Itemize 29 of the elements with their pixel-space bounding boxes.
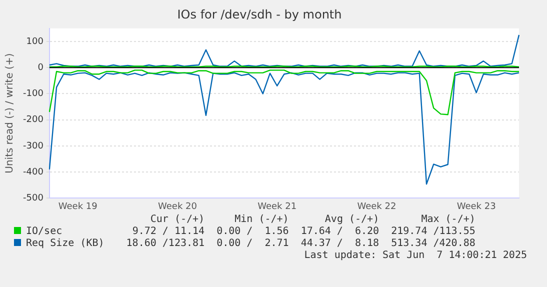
text: 17.64 / 6.20 — [300, 226, 380, 238]
text: Last update: Sat Jun 7 14:00:21 2025 — [303, 250, 528, 262]
text: 219.74 /113.55 — [390, 226, 476, 238]
text: 9.72 / 11.14 — [131, 226, 206, 238]
y-tick-label: -400 — [22, 167, 44, 178]
text: Min (-/+) — [234, 214, 290, 226]
legend-label: IO/sec — [26, 226, 62, 237]
x-tick-label: Week 23 — [456, 202, 496, 212]
text: 0.00 / 1.56 — [216, 226, 290, 238]
y-axis-title: Units read (-) / write (+) — [4, 53, 16, 174]
text: 513.34 /420.88 — [390, 238, 476, 250]
y-tick-label: -100 — [22, 89, 44, 100]
legend-label: Req Size (KB) — [26, 238, 104, 249]
x-tick-label: Week 21 — [258, 202, 297, 212]
y-tick-label: 100 — [26, 36, 44, 47]
text: 44.37 / 8.18 — [300, 238, 380, 250]
y-tick-label: -500 — [22, 194, 44, 204]
x-tick-label: Week 20 — [158, 202, 198, 212]
y-tick-label: 0 — [38, 62, 44, 73]
text: 18.60 /123.81 — [125, 238, 206, 250]
x-tick-label: Week 19 — [58, 202, 98, 212]
text: Max (-/+) — [420, 214, 476, 226]
text: 0.00 / 2.71 — [216, 238, 290, 250]
text: Avg (-/+) — [324, 214, 380, 226]
text: Cur (-/+) — [149, 214, 206, 226]
y-tick-label: -300 — [22, 141, 44, 152]
chart-title: IOs for /dev/sdh - by month — [177, 7, 342, 22]
y-tick-label: -200 — [22, 115, 44, 126]
x-tick-label: Week 22 — [357, 202, 396, 212]
